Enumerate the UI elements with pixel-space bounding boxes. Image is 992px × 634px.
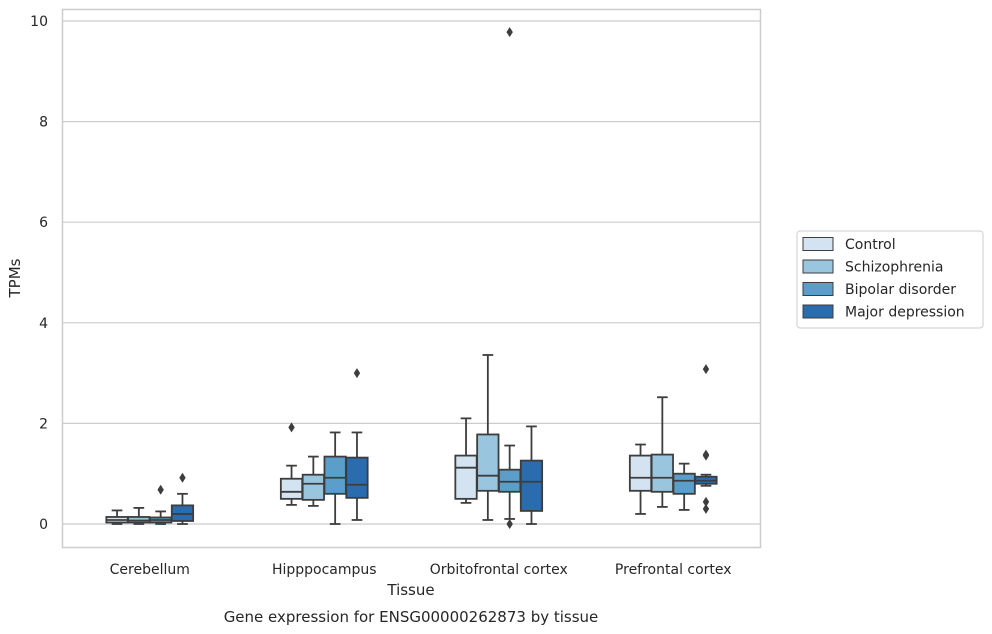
legend-swatch <box>802 259 834 274</box>
box-group <box>628 443 653 515</box>
y-tick-label: 4 <box>39 316 48 332</box>
y-tick-label: 6 <box>39 215 48 231</box>
outlier-point <box>288 422 295 433</box>
box <box>476 433 500 492</box>
box-group <box>127 507 151 525</box>
box-group <box>105 509 129 525</box>
box <box>279 477 304 500</box>
legend-swatch <box>802 237 834 251</box>
box-group <box>345 368 369 521</box>
box-group <box>301 455 325 507</box>
legend-frame <box>796 230 984 329</box>
legend: Control Schizophrenia Bipolar disorder Majo… <box>796 230 984 329</box>
chart-caption: Gene expression for ENSG00000262873 by t… <box>224 608 599 626</box>
box <box>628 454 653 492</box>
legend-swatch <box>802 304 834 319</box>
legend-label: Major depression <box>845 305 965 321</box>
outlier-point <box>702 503 710 514</box>
x-tick-label: Prefrontal cortex <box>615 562 732 578</box>
y-tick-label: 0 <box>39 517 48 533</box>
box <box>454 454 478 500</box>
box-group <box>650 396 674 508</box>
box <box>345 456 369 499</box>
box-group <box>323 431 347 525</box>
y-gridlines <box>62 20 761 525</box>
box-group <box>476 354 500 521</box>
y-tick-label: 2 <box>39 416 48 432</box>
box <box>519 459 544 512</box>
legend-label: Control <box>845 237 896 253</box>
y-tick-label: 8 <box>39 115 48 131</box>
x-axis-title: Tissue <box>386 581 434 599</box>
legend-label: Schizophrenia <box>845 260 943 276</box>
legend-swatch <box>802 282 834 296</box>
box-group <box>694 364 718 514</box>
outlier-point <box>157 484 164 495</box>
x-tick-label: Orbitofrontal cortex <box>430 562 568 578</box>
x-tick-label: Hipppocampus <box>272 562 377 578</box>
box <box>323 455 347 495</box>
box-group <box>279 422 304 506</box>
box-group <box>149 484 173 525</box>
y-tick-labels: 0 2 4 6 8 10 <box>30 14 48 533</box>
outlier-point <box>506 27 513 38</box>
outlier-point <box>702 364 710 375</box>
box <box>650 453 674 493</box>
legend-label: Bipolar disorder <box>845 282 956 298</box>
outlier-point <box>179 472 186 483</box>
box-group <box>672 462 696 511</box>
box <box>672 472 696 495</box>
box-group <box>498 27 522 529</box>
outlier-point <box>702 496 710 507</box>
x-tick-labels: Cerebellum Hipppocampus Orbitofrontal cort… <box>110 562 732 578</box>
plot-frame <box>61 8 762 549</box>
x-tick-label: Cerebellum <box>110 562 190 578</box>
box-group <box>170 472 195 525</box>
outlier-point <box>702 449 710 460</box>
box-group <box>454 417 478 504</box>
y-tick-label: 10 <box>30 14 48 30</box>
y-axis-title: TPMs <box>6 258 24 298</box>
box <box>301 473 325 501</box>
outlier-point <box>506 519 513 529</box>
box <box>498 468 522 493</box>
outlier-point <box>353 368 361 379</box>
box-series <box>105 27 718 529</box>
box-group <box>519 425 544 525</box>
